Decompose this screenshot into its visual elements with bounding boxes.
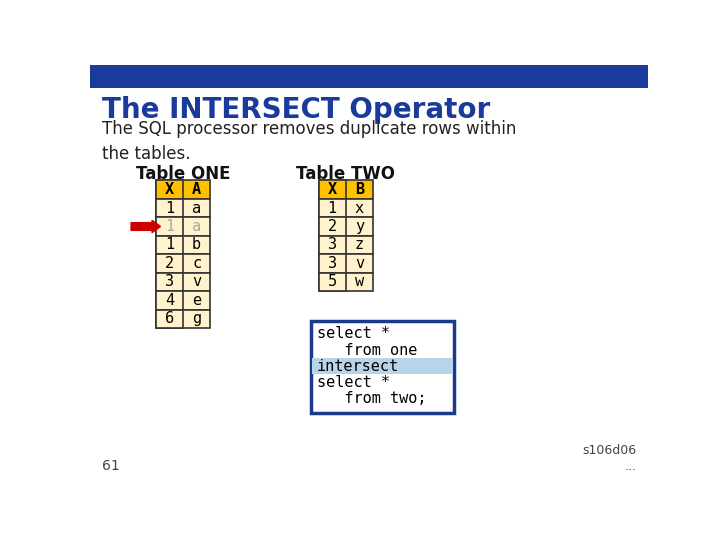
Text: 1: 1 — [165, 238, 174, 253]
Bar — [156, 217, 183, 236]
Text: from two;: from two; — [317, 391, 426, 406]
Bar — [156, 180, 183, 199]
Bar — [156, 273, 210, 291]
Bar — [319, 180, 346, 199]
Text: 5: 5 — [328, 274, 337, 289]
Text: 61: 61 — [102, 459, 120, 473]
Bar — [319, 199, 346, 217]
Text: 6: 6 — [165, 312, 174, 326]
Bar — [156, 236, 210, 254]
Bar — [319, 254, 346, 273]
Text: from one: from one — [317, 342, 418, 357]
Text: 1: 1 — [165, 200, 174, 215]
Text: s106d06
...: s106d06 ... — [582, 444, 636, 473]
Text: b: b — [192, 238, 201, 253]
Text: 1: 1 — [328, 200, 337, 215]
Bar — [156, 217, 210, 236]
Text: Table TWO: Table TWO — [296, 165, 395, 183]
Text: a: a — [192, 200, 201, 215]
Text: X: X — [328, 182, 337, 197]
Text: 2: 2 — [328, 219, 337, 234]
Text: a: a — [192, 219, 201, 234]
Text: B: B — [355, 182, 364, 197]
Text: Table ONE: Table ONE — [136, 165, 230, 183]
Bar — [156, 236, 183, 254]
Text: 4: 4 — [165, 293, 174, 308]
Bar — [156, 199, 210, 217]
Bar — [319, 254, 373, 273]
Text: select *: select * — [317, 375, 399, 390]
Text: y: y — [355, 219, 364, 234]
Text: v: v — [192, 274, 201, 289]
Bar — [90, 65, 648, 88]
Bar — [156, 254, 210, 273]
Bar — [319, 180, 373, 199]
Bar — [156, 291, 183, 309]
Text: e: e — [192, 293, 201, 308]
Text: intersect: intersect — [317, 359, 399, 374]
Text: v: v — [355, 256, 364, 271]
Bar — [156, 254, 183, 273]
Bar — [319, 217, 373, 236]
Bar — [156, 273, 183, 291]
Text: X: X — [165, 182, 174, 197]
Bar — [156, 180, 210, 199]
Bar — [319, 217, 346, 236]
Text: 3: 3 — [328, 238, 337, 253]
Text: 3: 3 — [165, 274, 174, 289]
Bar — [312, 358, 453, 374]
Text: c: c — [192, 256, 201, 271]
Text: A: A — [192, 182, 201, 197]
Bar — [319, 236, 346, 254]
Text: 1: 1 — [165, 219, 174, 234]
Text: select *: select * — [317, 326, 399, 341]
Text: The INTERSECT Operator: The INTERSECT Operator — [102, 96, 490, 124]
Text: g: g — [192, 312, 201, 326]
Bar — [156, 309, 183, 328]
Bar — [311, 321, 454, 413]
Text: x: x — [355, 200, 364, 215]
Bar — [319, 273, 346, 291]
Bar — [319, 273, 373, 291]
Text: The SQL processor removes duplicate rows within
the tables.: The SQL processor removes duplicate rows… — [102, 120, 516, 163]
Bar — [319, 236, 373, 254]
Bar — [319, 199, 373, 217]
Text: w: w — [355, 274, 364, 289]
Text: z: z — [355, 238, 364, 253]
FancyArrow shape — [131, 220, 161, 233]
Bar — [156, 291, 210, 309]
Bar — [156, 309, 210, 328]
Text: 3: 3 — [328, 256, 337, 271]
Bar — [156, 199, 183, 217]
Text: 2: 2 — [165, 256, 174, 271]
